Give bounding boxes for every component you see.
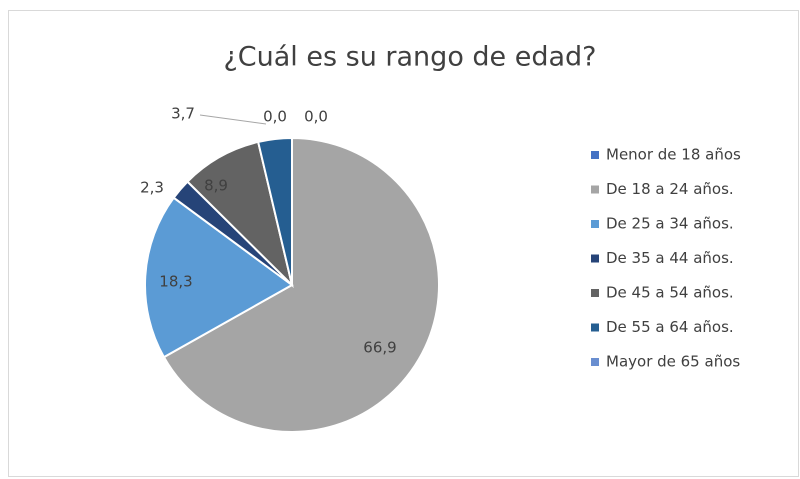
chart-title: ¿Cuál es su rango de edad? — [223, 42, 596, 73]
data-label: 18,3 — [159, 273, 192, 291]
legend-swatch — [591, 254, 599, 263]
pie-slice — [144, 196, 294, 359]
legend-swatch — [591, 358, 599, 366]
data-label: 8,9 — [204, 177, 228, 195]
legend-label: De 18 a 24 años. — [606, 180, 734, 198]
legend-swatch — [591, 220, 599, 228]
legend-swatch — [591, 151, 599, 159]
data-label: 2,3 — [140, 179, 164, 197]
legend-label: De 45 a 54 años. — [606, 284, 734, 302]
legend-swatch — [591, 289, 599, 297]
data-label: 0,0 — [263, 108, 287, 126]
legend-label: De 25 a 34 años. — [606, 215, 734, 233]
legend-label: Menor de 18 años — [606, 146, 741, 164]
pie-slice — [162, 136, 440, 433]
data-label: 0,0 — [304, 108, 328, 126]
legend-label: De 55 a 64 años. — [606, 318, 734, 336]
leader-line — [199, 114, 267, 125]
legend-label: De 35 a 44 años. — [606, 249, 734, 267]
legend-swatch — [591, 323, 599, 332]
data-label: 3,7 — [171, 105, 195, 123]
pie-slice — [256, 136, 293, 286]
data-label: 66,9 — [363, 339, 396, 357]
legend-label: Mayor de 65 años — [606, 353, 740, 371]
legend-swatch — [591, 185, 599, 194]
